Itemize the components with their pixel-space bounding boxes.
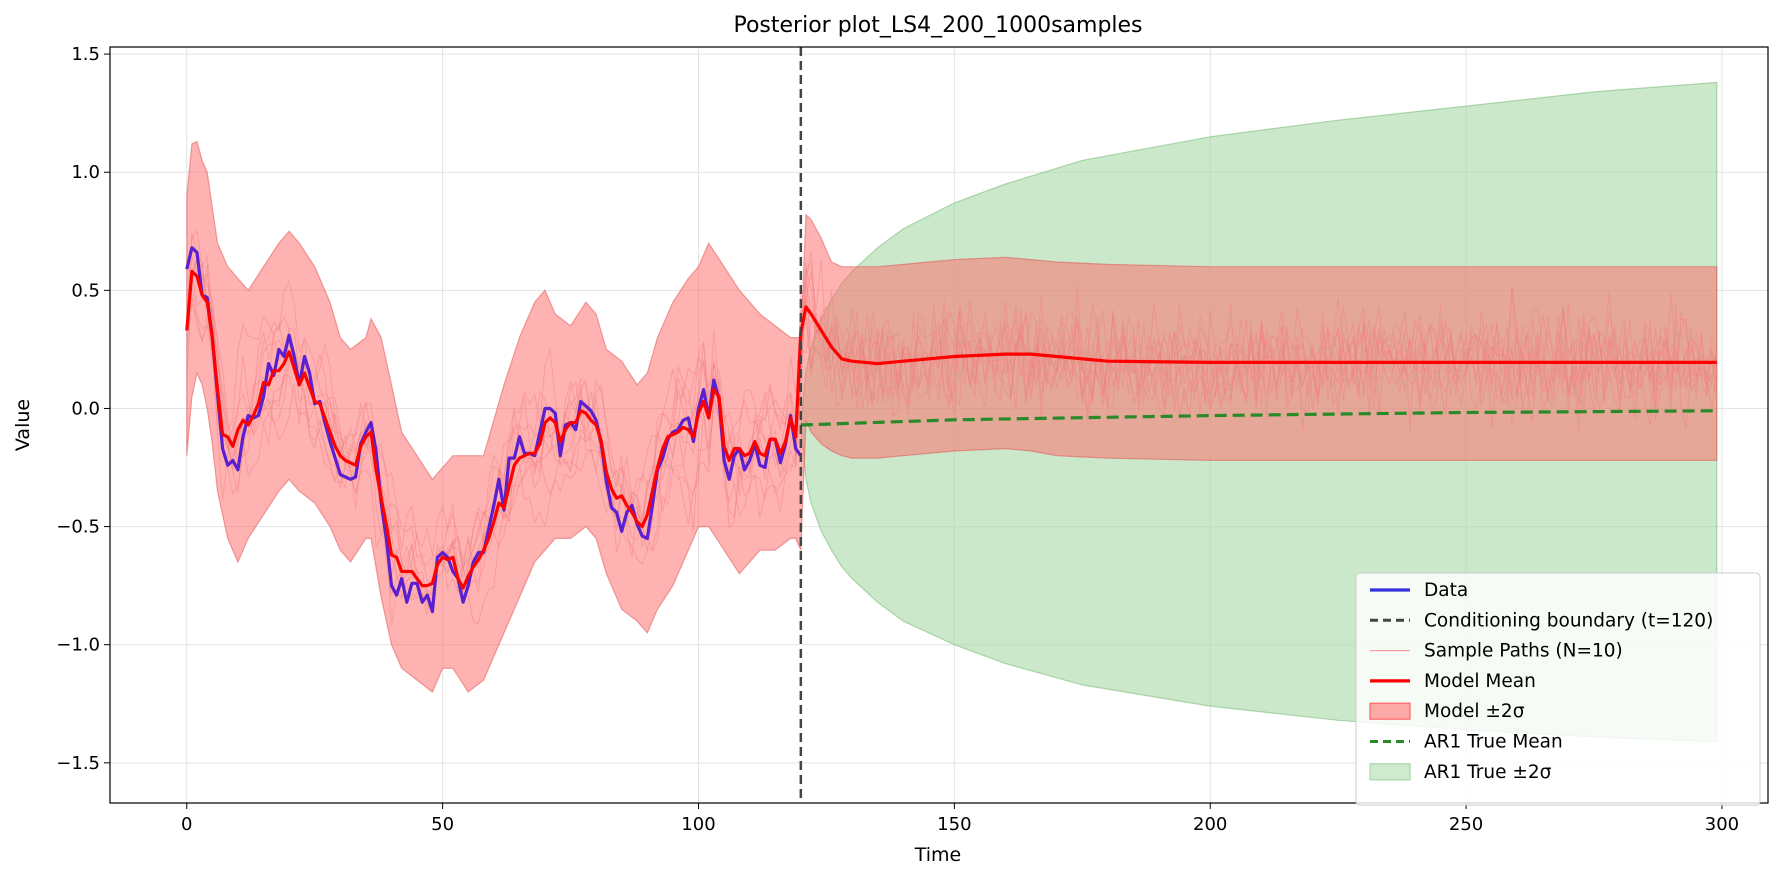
legend-label: Sample Paths (N=10) [1424, 641, 1623, 662]
y-tick-label: −1.5 [56, 753, 100, 774]
y-tick-label: 0.0 [71, 398, 100, 419]
plot-frame [109, 46, 1769, 804]
x-tick-label: 0 [181, 814, 192, 835]
series-lines-layer [185, 47, 1717, 803]
axis-ticks: 0 50 100 150 200 250 300 −1.5 −1.0 −0.5 0.0 0.5 1.0 1… [56, 44, 1739, 835]
model-mean-line [185, 269, 1717, 590]
chart-title: Posterior plot_LS4_200_1000samples [733, 13, 1142, 38]
legend-swatch [1369, 763, 1411, 781]
y-tick-label: 0.5 [71, 280, 100, 301]
x-tick-label: 200 [1193, 814, 1227, 835]
legend-box [1355, 572, 1761, 806]
y-tick-label: 1.5 [71, 44, 100, 65]
x-tick-label: 300 [1705, 814, 1739, 835]
x-axis-label: Time [914, 844, 962, 866]
legend-label: Conditioning boundary (t=120) [1424, 610, 1713, 631]
x-tick-label: 250 [1449, 814, 1483, 835]
y-tick-label: −0.5 [56, 517, 100, 538]
sample-path [186, 257, 1718, 585]
legend-label: Data [1424, 580, 1468, 601]
sample-path [186, 255, 1718, 615]
data-line [185, 246, 803, 614]
ar1-mean-line [800, 409, 1717, 427]
x-tick-label: 50 [431, 814, 454, 835]
legend-swatch [1369, 702, 1411, 720]
x-tick-label: 100 [681, 814, 715, 835]
legend-label: AR1 True ±2σ [1424, 762, 1552, 783]
sample-path [186, 293, 1718, 598]
sample-path [186, 257, 1718, 598]
legend-label: AR1 True Mean [1424, 732, 1563, 753]
legend-label: Model Mean [1424, 671, 1536, 692]
sample-path [186, 232, 1718, 594]
x-tick-label: 150 [937, 814, 971, 835]
y-axis-label: Value [12, 399, 34, 451]
legend: Data Conditioning boundary (t=120) Sample … [1355, 572, 1761, 806]
model-band [186, 140, 1718, 693]
y-tick-label: −1.0 [56, 635, 100, 656]
legend-label: Model ±2σ [1424, 701, 1525, 722]
y-tick-label: 1.0 [71, 162, 100, 183]
